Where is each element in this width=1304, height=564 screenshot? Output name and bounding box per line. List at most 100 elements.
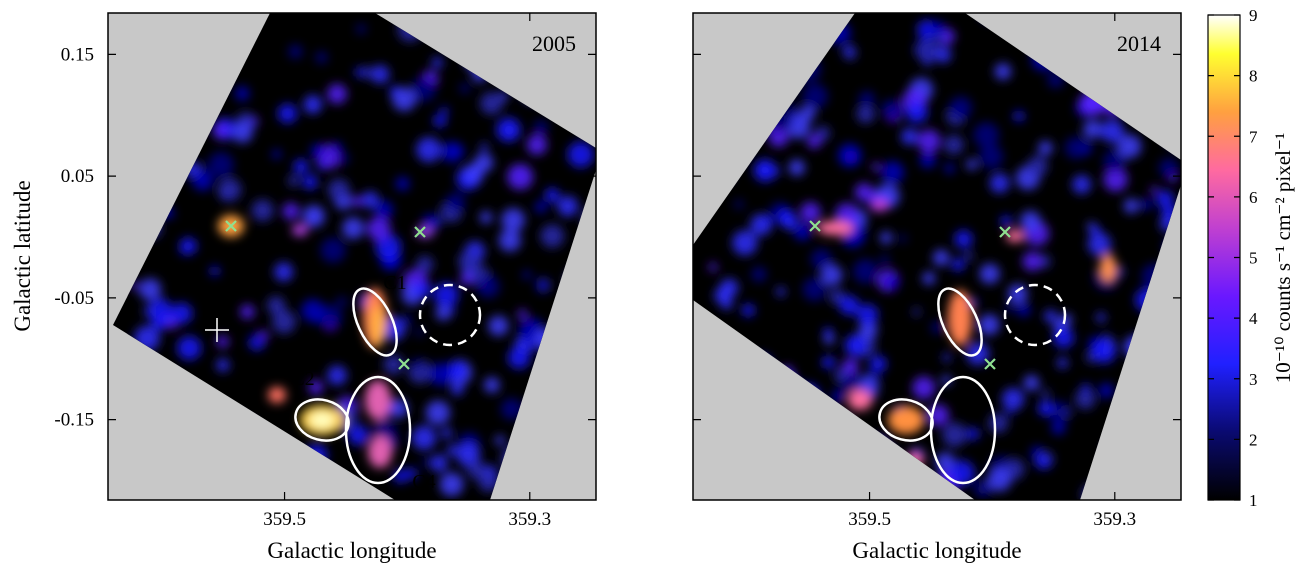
emission-blob bbox=[1016, 302, 1031, 317]
emission-blob bbox=[917, 129, 941, 153]
emission-blob bbox=[934, 46, 952, 63]
emission-blob bbox=[778, 209, 796, 227]
emission-blob bbox=[483, 377, 500, 393]
emission-blob bbox=[282, 202, 300, 220]
emission-blob bbox=[463, 163, 484, 185]
emission-blob bbox=[287, 175, 300, 187]
emission-blob bbox=[800, 202, 821, 223]
emission-blob bbox=[776, 286, 786, 297]
emission-blob bbox=[1158, 158, 1179, 178]
emission-blob bbox=[949, 96, 973, 119]
emission-blob bbox=[858, 91, 876, 108]
emission-blob bbox=[360, 66, 372, 79]
emission-blob bbox=[871, 162, 881, 172]
emission-blob bbox=[458, 251, 478, 271]
emission-blob bbox=[753, 159, 777, 182]
emission-blob bbox=[435, 305, 451, 321]
source-marker bbox=[809, 220, 821, 232]
emission-blob bbox=[1150, 186, 1159, 195]
x-tick-label: 359.3 bbox=[508, 509, 551, 530]
emission-blob bbox=[854, 183, 874, 202]
emission-blob bbox=[856, 304, 879, 326]
emission-blob bbox=[841, 358, 859, 376]
emission-blob bbox=[446, 444, 458, 456]
emission-blob bbox=[533, 120, 549, 135]
source-marker bbox=[225, 220, 237, 232]
emission-blob bbox=[823, 333, 835, 345]
emission-blob bbox=[807, 134, 822, 149]
emission-blob bbox=[1000, 215, 1012, 227]
emission-blob bbox=[966, 158, 978, 170]
emission-blob bbox=[374, 200, 394, 220]
emission-blob bbox=[480, 143, 489, 152]
emission-blob bbox=[411, 359, 423, 370]
y-tick-label: 0.15 bbox=[61, 44, 94, 65]
y-tick-label: -0.15 bbox=[54, 410, 94, 431]
emission-blob bbox=[988, 413, 1009, 433]
emission-blob bbox=[741, 303, 755, 317]
emission-blob bbox=[831, 389, 845, 403]
emission-blob bbox=[1037, 400, 1054, 417]
emission-blob bbox=[271, 149, 282, 159]
emission-blob bbox=[496, 117, 521, 142]
region-ellipse bbox=[352, 287, 398, 357]
emission-blob bbox=[734, 199, 744, 209]
emission-blob bbox=[431, 57, 443, 69]
emission-blob bbox=[930, 321, 944, 334]
emission-blob bbox=[1123, 198, 1139, 214]
emission-blob bbox=[306, 104, 315, 113]
emission-blob bbox=[440, 106, 449, 115]
emission-blob bbox=[402, 315, 412, 325]
emission-blob bbox=[354, 67, 364, 77]
bright-source bbox=[817, 221, 853, 235]
emission-blob bbox=[1081, 383, 1091, 392]
emission-blob bbox=[1102, 149, 1126, 173]
colorbar-tick-label: 2 bbox=[1249, 430, 1258, 449]
emission-blob bbox=[301, 299, 325, 323]
emission-blob bbox=[969, 298, 979, 307]
emission-blob bbox=[557, 195, 579, 217]
emission-blob bbox=[1044, 309, 1057, 323]
emission-blob bbox=[846, 50, 856, 61]
emission-blob bbox=[1004, 303, 1015, 313]
emission-blob bbox=[1051, 420, 1066, 435]
emission-blob bbox=[837, 143, 862, 168]
emission-blob bbox=[898, 234, 907, 243]
emission-blob bbox=[788, 159, 806, 176]
emission-blob bbox=[293, 159, 309, 175]
emission-blob bbox=[480, 92, 503, 115]
emission-blob bbox=[1062, 408, 1072, 418]
emission-blob bbox=[212, 122, 229, 139]
emission-blob bbox=[507, 163, 534, 190]
emission-blob bbox=[884, 275, 899, 290]
emission-blob bbox=[839, 295, 860, 316]
colorbar-label: 10⁻¹⁰ counts s⁻¹ cm⁻² pixel⁻¹ bbox=[1271, 133, 1295, 384]
emission-blob bbox=[272, 309, 296, 334]
emission-blob bbox=[821, 355, 835, 369]
emission-blob bbox=[994, 63, 1012, 80]
emission-blob bbox=[900, 128, 918, 146]
emission-blob bbox=[446, 192, 466, 212]
emission-blob bbox=[1155, 190, 1174, 209]
emission-blob bbox=[208, 151, 234, 178]
emission-blob bbox=[1096, 312, 1106, 323]
colorbar-tick-label: 7 bbox=[1249, 127, 1258, 146]
emission-blob bbox=[919, 151, 936, 169]
emission-blob bbox=[1100, 119, 1124, 143]
emission-blob bbox=[433, 282, 459, 308]
x-axis-label: Galactic longitude bbox=[852, 538, 1021, 563]
x-tick-label: 359.5 bbox=[848, 509, 891, 530]
bright-source bbox=[948, 290, 972, 346]
colorbar-tick-label: 5 bbox=[1249, 249, 1258, 268]
emission-blob bbox=[751, 266, 767, 282]
emission-blob bbox=[858, 320, 878, 340]
source-marker bbox=[999, 226, 1011, 238]
emission-blob bbox=[1072, 175, 1092, 194]
emission-blob bbox=[430, 454, 448, 472]
annotation: C1 bbox=[383, 272, 406, 294]
emission-blob bbox=[395, 176, 410, 191]
emission-blob bbox=[526, 134, 548, 155]
emission-blob bbox=[537, 279, 548, 291]
emission-blob bbox=[979, 263, 1000, 284]
